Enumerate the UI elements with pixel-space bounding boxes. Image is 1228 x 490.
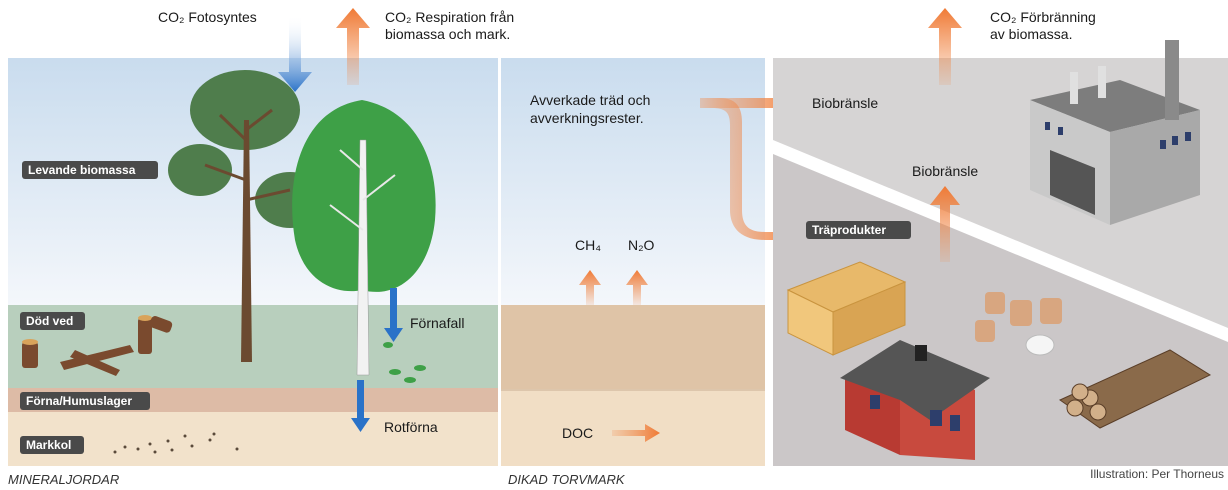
arrow-litterfall bbox=[384, 288, 403, 342]
tag-dead-wood: Död ved bbox=[26, 314, 73, 328]
tag-wood-products: Träprodukter bbox=[812, 223, 886, 237]
tag-litter: Förna/Humuslager bbox=[26, 394, 132, 408]
arrow-doc bbox=[612, 424, 660, 442]
mineral-soil-panel bbox=[8, 8, 498, 466]
respiration-label: CO₂ Respiration från biomassa och mark. bbox=[385, 9, 514, 42]
ch4-label: CH₄ bbox=[575, 237, 601, 253]
biofuel-label: Biobränsle bbox=[912, 163, 978, 179]
dead-wood bbox=[22, 315, 173, 376]
peatland-caption: DIKAD TORVMARK bbox=[508, 472, 626, 487]
arrow-root-litter bbox=[351, 380, 370, 432]
industry-panel bbox=[773, 8, 1228, 466]
factory bbox=[1030, 40, 1200, 225]
tree-left bbox=[168, 70, 325, 362]
house bbox=[840, 340, 990, 460]
lumber bbox=[786, 261, 907, 356]
root-litter-label: Rotförna bbox=[384, 419, 438, 435]
pulp bbox=[975, 292, 1062, 356]
tag-soil-carbon: Markkol bbox=[26, 438, 71, 452]
arrow-respiration bbox=[336, 8, 370, 85]
mineral-soils-caption: MINERALJORDAR bbox=[8, 472, 119, 487]
doc-label: DOC bbox=[562, 425, 593, 441]
peatland-panel bbox=[501, 58, 806, 466]
arrow-combustion bbox=[928, 8, 962, 85]
arrow-photosynthesis bbox=[278, 15, 312, 92]
credit: Illustration: Per Thorneus bbox=[1090, 467, 1224, 481]
combustion-label: CO₂ Förbränning av biomassa. bbox=[990, 9, 1096, 42]
tags bbox=[20, 161, 911, 454]
harvested-label: Avverkade träd och avverkningsrester. bbox=[530, 92, 650, 126]
biofuel-label: Biobränsle bbox=[812, 95, 878, 111]
litterfall-label: Förnafall bbox=[410, 315, 464, 331]
tree-birch bbox=[292, 100, 436, 383]
photosynthesis-label: CO₂ Fotosyntes bbox=[158, 9, 257, 25]
n2o-label: N₂O bbox=[628, 237, 655, 253]
tag-living-biomass: Levande biomassa bbox=[28, 163, 136, 177]
logs bbox=[1058, 349, 1212, 429]
arrow-biofuel bbox=[700, 89, 806, 117]
arrow-biofuel-up bbox=[930, 186, 960, 262]
